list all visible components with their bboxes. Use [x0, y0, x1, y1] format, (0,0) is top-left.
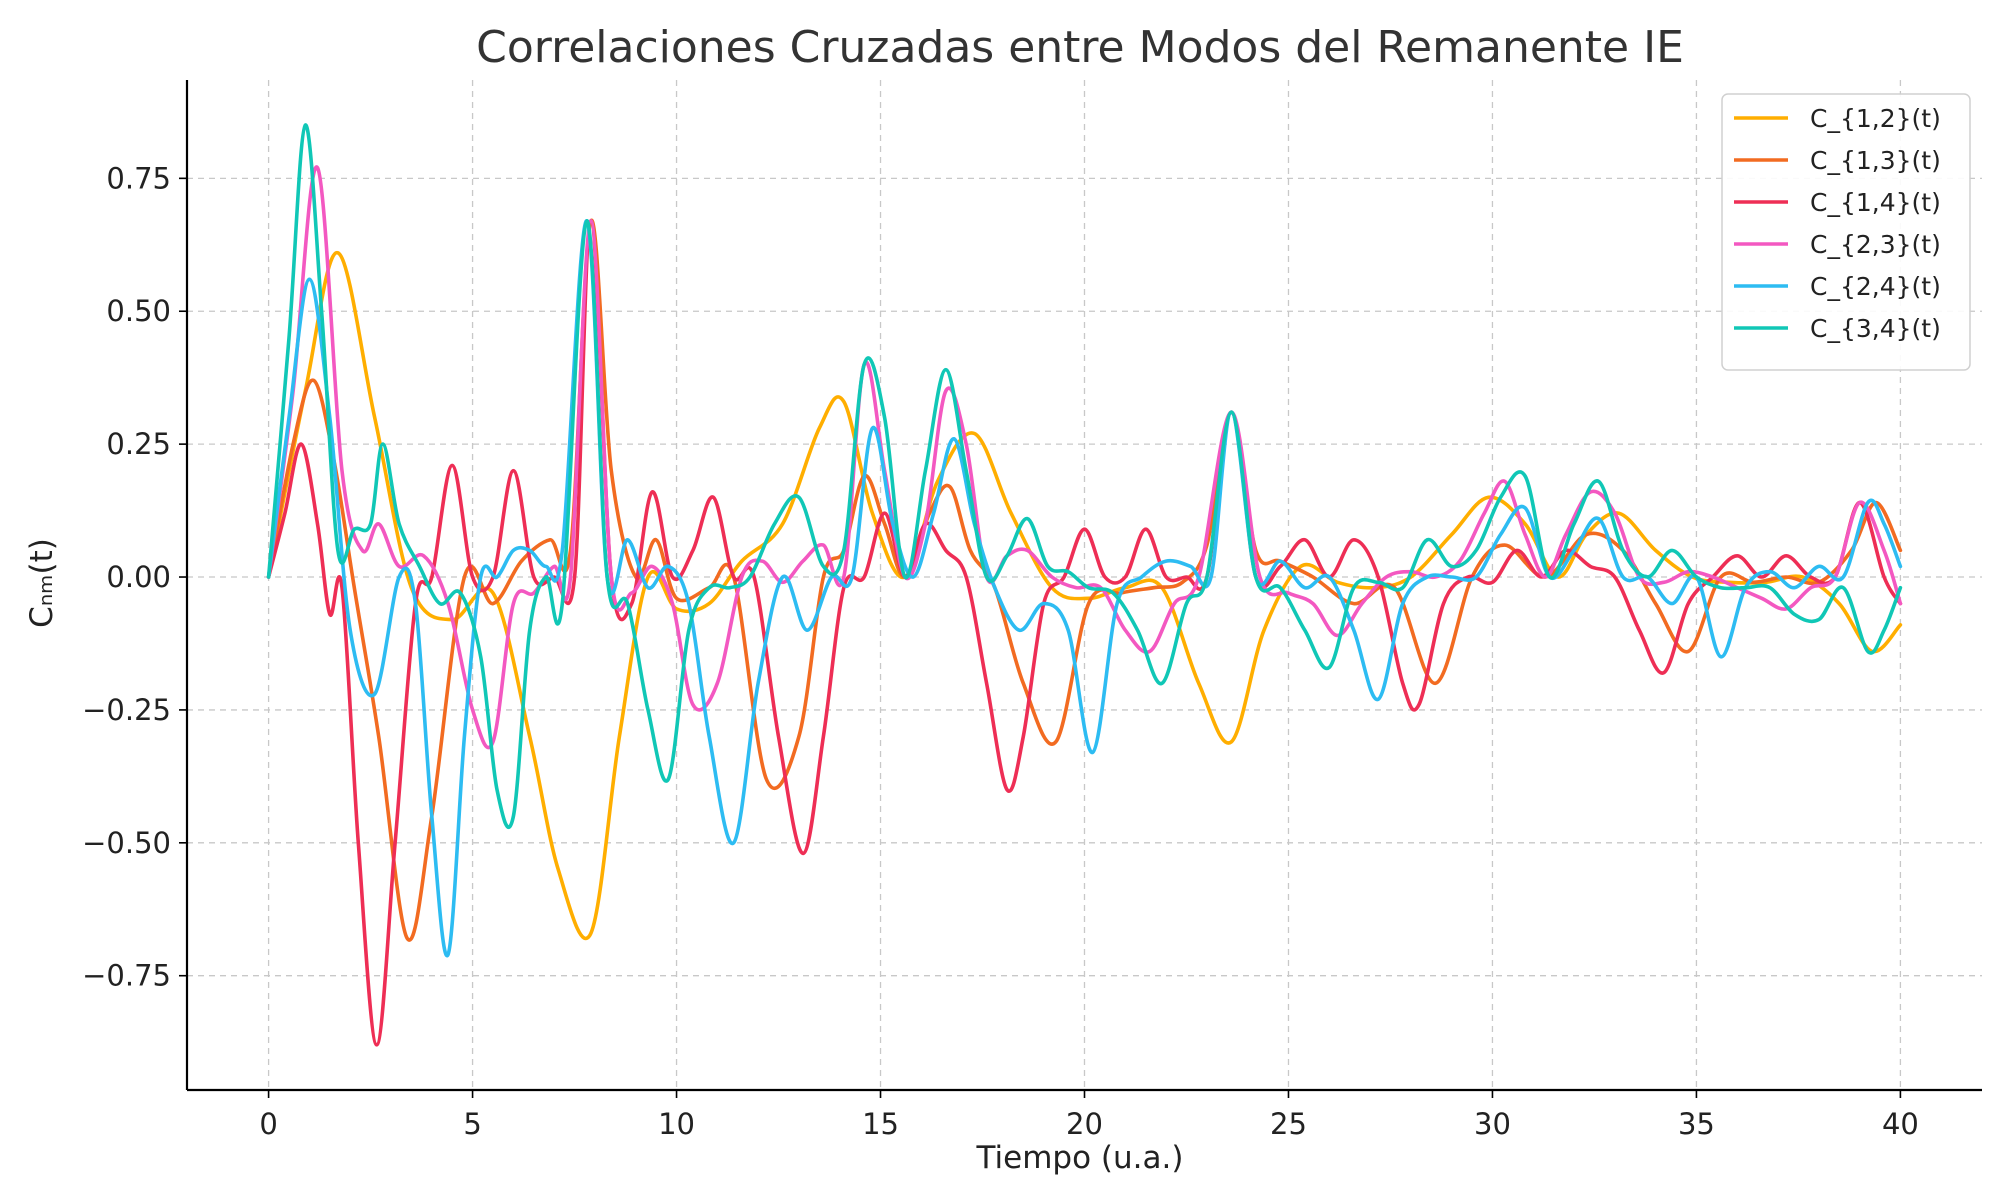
legend: C_{1,2}(t) C_{1,3}(t) C_{1,4}(t) C_{2,3}(t)… [1721, 93, 1971, 371]
legend-frame [1721, 93, 1971, 371]
chart-title: Correlaciones Cruzadas entre Modos del R… [476, 22, 1684, 73]
y-tick-label: 0.75 [106, 161, 171, 195]
x-tick-label: 5 [463, 1107, 481, 1141]
series-line-6 [266, 123, 1903, 830]
x-tick-label: 20 [1066, 1107, 1103, 1141]
x-tick-label: 35 [1678, 1107, 1715, 1141]
legend-label: C_{1,4}(t) [1810, 188, 1941, 217]
y-axis-label: Cₙₘ(t) [24, 538, 60, 628]
y-tick-label: −0.25 [82, 693, 171, 727]
y-tick-label: 0.50 [106, 294, 171, 328]
y-tick-label: 0.25 [106, 427, 171, 461]
y-tick-label: −0.75 [82, 959, 171, 993]
x-tick-label: 10 [658, 1107, 695, 1141]
x-tick-label: 15 [862, 1107, 899, 1141]
legend-label: C_{1,3}(t) [1810, 146, 1941, 175]
y-axis-ticks: −0.75 −0.50 −0.25 0.00 0.25 0.50 0.75 [82, 161, 187, 993]
x-tick-label: 25 [1270, 1107, 1307, 1141]
series-line-5 [266, 219, 1903, 958]
legend-label: C_{1,2}(t) [1810, 104, 1941, 133]
legend-label: C_{2,4}(t) [1810, 272, 1941, 301]
x-axis-label: Tiempo (u.a.) [976, 1140, 1184, 1176]
y-tick-label: −0.50 [82, 826, 171, 860]
y-tick-label: 0.00 [106, 560, 171, 594]
series-layer [266, 123, 1903, 1047]
x-tick-label: 0 [259, 1107, 277, 1141]
x-tick-label: 40 [1882, 1107, 1919, 1141]
x-axis-ticks: 0 5 10 15 20 25 30 35 40 [259, 1090, 1919, 1141]
legend-label: C_{2,3}(t) [1810, 230, 1941, 259]
legend-label: C_{3,4}(t) [1810, 314, 1941, 343]
x-tick-label: 30 [1474, 1107, 1511, 1141]
